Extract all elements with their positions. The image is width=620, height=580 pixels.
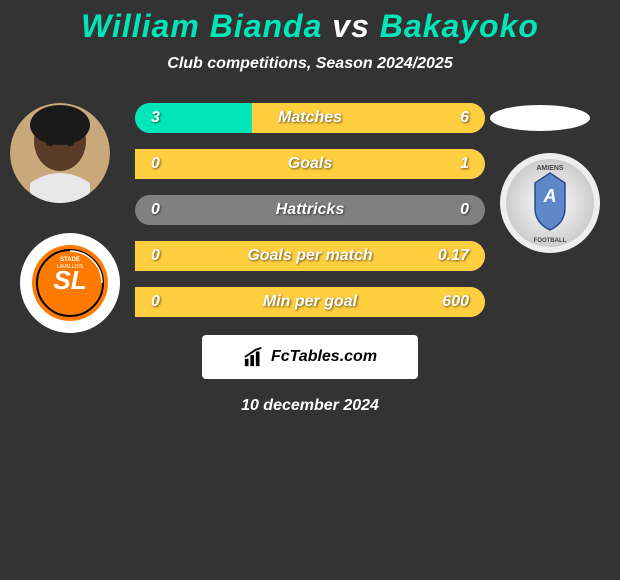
svg-text:A: A xyxy=(543,186,557,206)
club-right-banner xyxy=(490,105,590,131)
date-text: 10 december 2024 xyxy=(0,397,620,415)
stat-label: Goals per match xyxy=(135,247,485,265)
stat-label: Goals xyxy=(135,155,485,173)
stat-label: Matches xyxy=(135,109,485,127)
content-area: SLSTADELAVALLOIS A AMIENS FOOTBALL 36Match… xyxy=(0,103,620,415)
player-left-avatar xyxy=(10,103,110,203)
stat-bars: 36Matches 01Goals 00Hattricks 00.17Goals pe… xyxy=(135,103,485,317)
attribution-text: FcTables.com xyxy=(271,348,377,366)
stat-label: Min per goal xyxy=(135,293,485,311)
stat-bar-hattricks: 00Hattricks xyxy=(135,195,485,225)
svg-text:LAVALLOIS: LAVALLOIS xyxy=(57,264,84,270)
club-left-logo: SLSTADELAVALLOIS xyxy=(20,233,120,333)
page-title: William Bianda vs Bakayoko xyxy=(0,0,620,45)
club-right-logo: A AMIENS FOOTBALL xyxy=(500,153,600,253)
stat-bar-min-per-goal: 0600Min per goal xyxy=(135,287,485,317)
stat-label: Hattricks xyxy=(135,201,485,219)
svg-text:AMIENS: AMIENS xyxy=(536,165,564,172)
svg-text:FOOTBALL: FOOTBALL xyxy=(534,238,567,244)
stat-bar-goals-per-match: 00.17Goals per match xyxy=(135,241,485,271)
stat-bar-matches: 36Matches xyxy=(135,103,485,133)
subtitle: Club competitions, Season 2024/2025 xyxy=(0,55,620,73)
svg-text:STADE: STADE xyxy=(60,257,80,263)
attribution-badge: FcTables.com xyxy=(202,335,418,379)
stat-bar-goals: 01Goals xyxy=(135,149,485,179)
chart-icon xyxy=(243,346,265,368)
